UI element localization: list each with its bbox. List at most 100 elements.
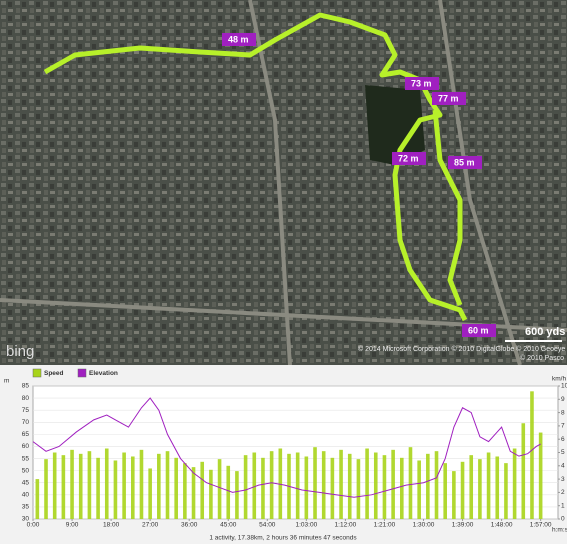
- y-tick-label: 80: [22, 395, 30, 402]
- bar: [313, 447, 317, 519]
- y2-tick-label: 9: [561, 396, 565, 403]
- y-tick-label: 40: [22, 492, 30, 499]
- bar: [87, 451, 92, 519]
- bar: [382, 455, 387, 519]
- bar: [70, 449, 74, 519]
- bar: [460, 461, 465, 519]
- elevation-label: 72 m: [398, 153, 419, 163]
- bar: [504, 463, 508, 519]
- y2-tick-label: 4: [561, 463, 565, 470]
- bar: [400, 457, 404, 519]
- bar: [35, 479, 40, 519]
- bar: [538, 432, 543, 519]
- park: [365, 85, 425, 165]
- y2-tick-label: 10: [561, 383, 567, 390]
- footer: 1 activity, 17.38km, 2 hours 36 minutes …: [209, 535, 357, 542]
- bar: [521, 423, 526, 519]
- bar: [122, 452, 126, 519]
- legend-swatch: [77, 368, 87, 378]
- elevation-marker: 60 m: [462, 324, 496, 337]
- bar: [174, 457, 178, 519]
- x-tick-label: 27:00: [142, 522, 159, 529]
- x-tick-label: 1:48:00: [491, 522, 513, 529]
- x-tick-label: 1:39:00: [452, 522, 474, 529]
- elevation-marker: 48 m: [222, 33, 256, 46]
- x-tick-label: 0:00: [27, 522, 40, 529]
- y-axis-label: m: [4, 378, 9, 385]
- bar: [52, 452, 57, 519]
- bar: [113, 460, 118, 519]
- route: [43, 12, 468, 322]
- map: 48 m 73 m 77 m 72 m 85 m 60 m bing 600 y…: [0, 0, 567, 365]
- elevation-label: 73 m: [411, 78, 432, 88]
- bar: [104, 448, 109, 519]
- bar: [495, 456, 500, 519]
- y-tick-label: 35: [22, 504, 30, 511]
- elevation-label: 60 m: [468, 325, 489, 335]
- y-tick-label: 50: [22, 467, 30, 474]
- x-axis-label: h:m:s: [552, 527, 567, 534]
- bar: [443, 463, 447, 519]
- legend-swatch: [32, 368, 42, 378]
- bar: [261, 457, 265, 519]
- bar: [452, 471, 456, 519]
- bar: [226, 465, 231, 519]
- x-tick-label: 1:03:00: [296, 522, 318, 529]
- x-tick-label: 54:00: [259, 522, 276, 529]
- bar: [130, 456, 135, 519]
- bar: [165, 451, 170, 519]
- bar: [183, 463, 187, 519]
- bar: [148, 468, 152, 519]
- y2-axis-label: km/h: [552, 376, 566, 383]
- bar: [408, 447, 413, 519]
- x-tick-label: 36:00: [181, 522, 198, 529]
- y-tick-label: 85: [22, 383, 30, 390]
- y2-tick-label: 0: [561, 516, 565, 523]
- y2-tick-label: 5: [561, 449, 565, 456]
- y2-tick-label: 2: [561, 489, 565, 496]
- y2-tick-label: 1: [561, 502, 565, 509]
- elevation-label: 48 m: [228, 34, 249, 44]
- bar: [235, 471, 239, 519]
- y-tick-label: 60: [22, 443, 30, 450]
- bar: [96, 457, 100, 519]
- bar: [417, 460, 421, 519]
- elevation-marker: 85 m: [448, 156, 482, 169]
- x-tick-label: 1:30:00: [413, 522, 435, 529]
- bar: [512, 448, 517, 519]
- y2-tick-label: 3: [561, 476, 565, 483]
- elevation-marker: 73 m: [405, 77, 439, 90]
- y-tick-label: 30: [22, 516, 30, 523]
- bar: [78, 453, 83, 519]
- bar: [330, 457, 335, 519]
- x-tick-label: 1:12:00: [335, 522, 357, 529]
- bar: [44, 459, 48, 519]
- bar: [356, 459, 361, 519]
- bar: [434, 451, 439, 519]
- elevation-label: 85 m: [454, 157, 475, 167]
- bar: [486, 452, 491, 519]
- logo: bing: [6, 343, 34, 360]
- bar: [426, 453, 430, 519]
- y2-tick-label: 7: [561, 423, 565, 430]
- legend-label: Elevation: [89, 370, 118, 377]
- x-tick-label: 45:00: [220, 522, 237, 529]
- bar: [217, 459, 222, 519]
- bar: [278, 448, 283, 519]
- bar: [269, 451, 274, 519]
- chart: 3035404550556065707580850123456789100:00…: [0, 365, 567, 544]
- y-tick-label: 65: [22, 431, 30, 438]
- bar: [373, 452, 378, 519]
- bar: [200, 461, 205, 519]
- x-tick-label: 9:00: [66, 522, 79, 529]
- bar: [157, 453, 161, 519]
- legend-label: Speed: [44, 370, 64, 377]
- bar: [365, 448, 369, 519]
- bar: [252, 452, 257, 519]
- bar: [391, 449, 395, 519]
- copyright: © 2010 Pasco: [520, 354, 564, 362]
- line: [32, 397, 541, 498]
- y2-tick-label: 8: [561, 409, 565, 416]
- bar: [191, 467, 196, 519]
- scale-label: 600 yds: [525, 326, 565, 338]
